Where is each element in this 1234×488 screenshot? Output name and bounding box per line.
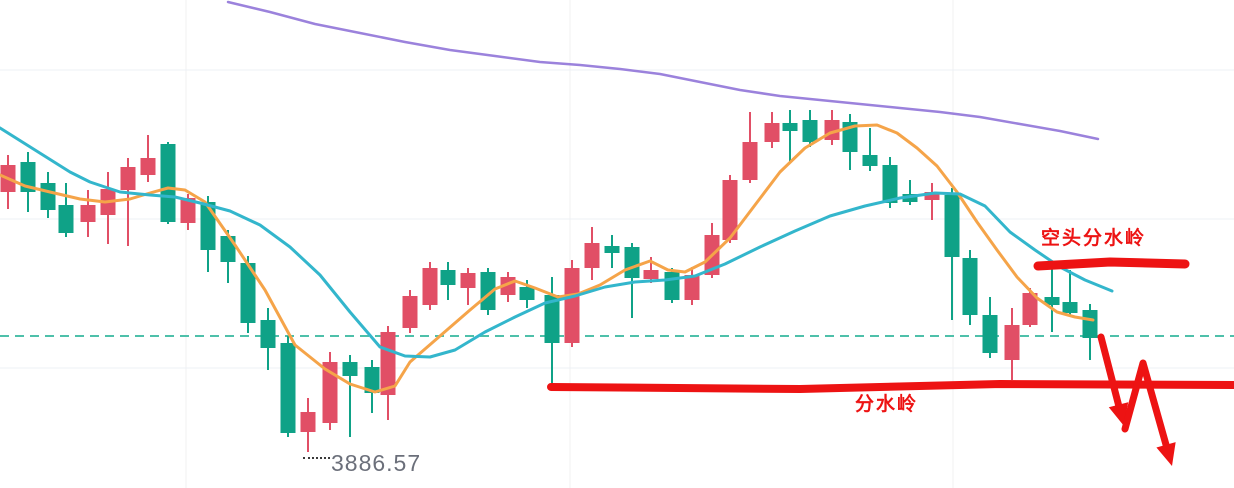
candle bbox=[342, 355, 358, 437]
down-arrow-head[interactable] bbox=[1108, 402, 1129, 426]
ma-lines-layer bbox=[0, 0, 1114, 394]
candle bbox=[140, 135, 156, 182]
candle bbox=[764, 112, 780, 148]
candle bbox=[422, 262, 438, 310]
candle bbox=[300, 398, 316, 452]
candle bbox=[240, 256, 256, 333]
watershed-label[interactable]: 分水岭 bbox=[855, 394, 919, 415]
candle bbox=[604, 235, 620, 268]
ma-slow-cyan bbox=[0, 126, 1114, 359]
candle bbox=[902, 180, 918, 205]
candle bbox=[120, 158, 136, 246]
candle bbox=[782, 110, 798, 162]
candle bbox=[924, 183, 940, 220]
candle bbox=[364, 360, 380, 413]
candle bbox=[962, 250, 978, 325]
ma-long-purple bbox=[226, 0, 1100, 141]
price-leader-dots bbox=[303, 457, 330, 459]
candle bbox=[220, 230, 236, 283]
candle bbox=[260, 308, 276, 370]
down-arrow-head[interactable] bbox=[1156, 442, 1176, 466]
candle bbox=[80, 190, 96, 237]
candles-layer bbox=[0, 110, 1098, 452]
candle bbox=[842, 114, 858, 170]
candle bbox=[1082, 304, 1098, 360]
candle bbox=[58, 183, 74, 237]
candle bbox=[1044, 268, 1060, 332]
candle bbox=[564, 260, 580, 347]
candle bbox=[40, 172, 56, 218]
candle bbox=[440, 262, 456, 300]
candle bbox=[380, 326, 396, 420]
candle bbox=[944, 188, 960, 320]
candle bbox=[1022, 288, 1038, 327]
candle bbox=[982, 297, 998, 358]
low-price-label: 3886.57 bbox=[331, 450, 422, 476]
candle bbox=[742, 112, 758, 183]
candle bbox=[584, 227, 600, 280]
candle bbox=[722, 175, 738, 243]
watershed-line[interactable] bbox=[547, 380, 1234, 393]
down-arrow[interactable] bbox=[1097, 333, 1124, 416]
candle bbox=[1062, 270, 1078, 317]
candle bbox=[160, 142, 176, 224]
candle bbox=[460, 268, 476, 305]
candle bbox=[280, 336, 296, 437]
annotation-drawings[interactable] bbox=[547, 257, 1234, 466]
candle bbox=[862, 128, 878, 171]
candle bbox=[100, 172, 116, 244]
candle bbox=[20, 152, 36, 212]
candle bbox=[664, 268, 680, 303]
candle bbox=[1004, 308, 1020, 380]
candle bbox=[824, 110, 840, 145]
candle bbox=[684, 267, 700, 305]
candle bbox=[402, 290, 418, 333]
candle bbox=[802, 110, 818, 147]
bear-watershed-line[interactable] bbox=[1033, 257, 1190, 271]
down-arrow[interactable] bbox=[1121, 359, 1172, 457]
bear-watershed-label[interactable]: 空头分水岭 bbox=[1041, 228, 1147, 249]
candle bbox=[480, 268, 496, 315]
candle bbox=[322, 352, 338, 430]
